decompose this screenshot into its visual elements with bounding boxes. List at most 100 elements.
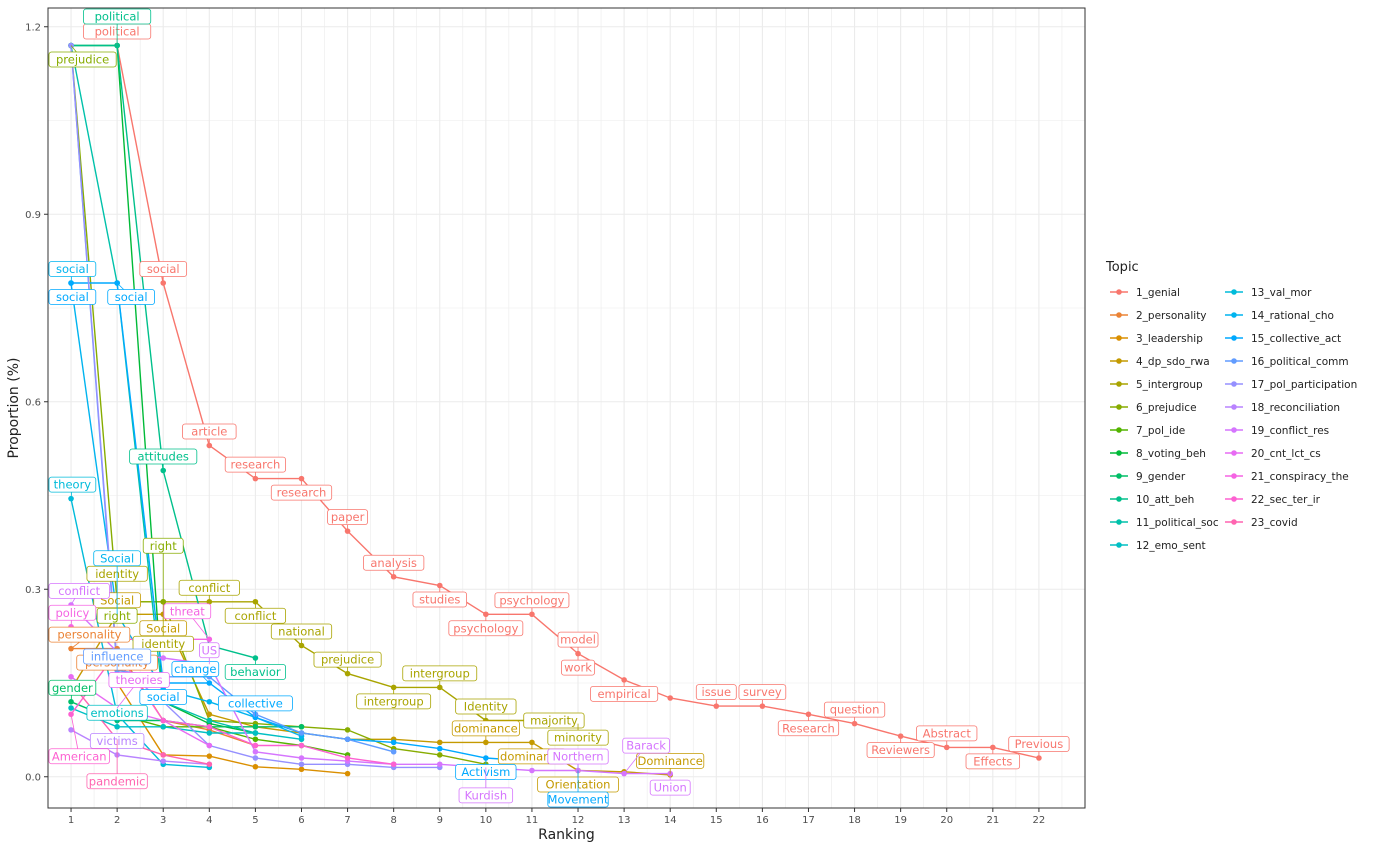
label-text: empirical [597, 687, 650, 701]
label-box [557, 631, 599, 648]
data-point-11_political_soc [206, 717, 213, 724]
point-label: work [561, 653, 596, 676]
legend-item: 13_val_mor [1225, 287, 1312, 299]
data-point-17_pol_participation [252, 755, 259, 761]
data-point-9_gender [68, 698, 74, 705]
legend-key-point [1116, 496, 1122, 502]
legend-item: 17_pol_participation [1225, 379, 1357, 391]
legend-key-point [1116, 427, 1122, 433]
legend-item: 7_pol_ide [1110, 425, 1185, 437]
legend-label: 18_reconciliation [1251, 402, 1340, 414]
series-line-12_emo_sent [70, 707, 302, 740]
label-text: intergroup [410, 666, 470, 680]
label-text: change [174, 662, 216, 676]
label-text: Movement [548, 793, 609, 807]
legend-label: 11_political_soc [1136, 517, 1219, 529]
label-box [1008, 736, 1070, 752]
label-text: collective [228, 696, 283, 710]
label-box [270, 484, 333, 501]
data-point-19_conflict_res [529, 767, 535, 774]
legend-label: 7_pol_ide [1136, 425, 1185, 437]
label-text: social [56, 262, 89, 276]
legend-key-point [1231, 381, 1237, 387]
label-text: social [147, 690, 180, 704]
label-text: American [52, 749, 107, 763]
data-point-18_reconciliation [160, 758, 167, 764]
label-text: studies [419, 593, 460, 607]
legend-key-point [1231, 496, 1237, 502]
legend-key-point [1231, 450, 1237, 456]
x-tick-label: 13 [618, 815, 631, 826]
label-box [224, 456, 286, 473]
point-label: Reviewers [866, 736, 935, 759]
legend-item: 2_personality [1110, 310, 1207, 322]
data-point-19_conflict_res [252, 748, 259, 755]
label-text: Abstract [923, 726, 972, 740]
legend-item: 8_voting_beh [1110, 448, 1206, 460]
data-point-3_leadership [298, 766, 305, 773]
label-box [48, 51, 117, 68]
label-box [622, 737, 670, 754]
label-box [142, 537, 184, 554]
label-box [448, 620, 524, 637]
data-point-19_conflict_res [436, 761, 443, 768]
label-box [48, 289, 97, 305]
label-box [108, 672, 170, 688]
label-box [590, 685, 659, 702]
legend-label: 22_sec_ter_ir [1251, 494, 1321, 506]
label-text: article [191, 425, 227, 439]
label-text: Research [782, 721, 835, 735]
label-text: psychology [453, 621, 518, 635]
point-label: Research [777, 714, 840, 737]
y-axis-title: Proportion (%) [6, 358, 22, 459]
label-text: minority [554, 731, 602, 745]
label-text: political [95, 10, 140, 24]
data-point-20_cnt_lct_cs [68, 673, 74, 680]
label-box [48, 626, 131, 643]
point-label: social [139, 683, 188, 705]
label-box [649, 779, 691, 796]
x-tick-label: 10 [479, 815, 492, 826]
legend-key-point [1116, 381, 1122, 387]
y-tick-label: 1.2 [25, 22, 41, 33]
label-text: Kurdish [465, 788, 508, 802]
legend-key-point [1231, 312, 1237, 318]
x-tick-label: 7 [344, 815, 350, 826]
point-label: empirical [590, 679, 659, 702]
point-label: right [96, 601, 138, 624]
label-text: analysis [370, 556, 417, 570]
label-box [455, 698, 517, 715]
label-text: dominance [454, 721, 518, 735]
legend-key-point [1116, 519, 1122, 525]
legend-item: 20_cnt_lct_cs [1225, 448, 1321, 460]
point-label: Social [93, 550, 141, 615]
legend-item: 15_collective_act [1225, 333, 1341, 345]
legend-key-point [1116, 473, 1122, 479]
data-point-17_pol_participation [298, 761, 305, 768]
point-label: emotions [86, 704, 148, 727]
x-tick-label: 20 [940, 815, 953, 826]
legend-label: 21_conspiracy_the [1251, 471, 1349, 483]
label-box [451, 720, 520, 737]
x-tick-label: 12 [572, 815, 585, 826]
point-labels: political social article research research pa… [48, 8, 1070, 808]
label-box [86, 773, 148, 790]
label-box [48, 476, 97, 493]
legend-key-point [1231, 404, 1237, 410]
legend-label: 8_voting_beh [1136, 448, 1206, 460]
legend-key-point [1116, 542, 1122, 548]
data-point-3_leadership [344, 770, 351, 777]
label-text: theories [116, 673, 163, 687]
point-label: research [224, 456, 286, 479]
legend-label: 23_covid [1251, 517, 1298, 529]
x-tick-label: 19 [894, 815, 907, 826]
point-label: intergroup [402, 665, 478, 688]
data-point-12_emo_sent [252, 730, 259, 736]
label-text: threat [170, 604, 205, 618]
x-tick-label: 4 [206, 815, 212, 826]
legend-key-point [1116, 289, 1122, 295]
label-box [916, 725, 978, 742]
label-box [178, 579, 240, 596]
data-point-16_political_comm [344, 736, 351, 743]
